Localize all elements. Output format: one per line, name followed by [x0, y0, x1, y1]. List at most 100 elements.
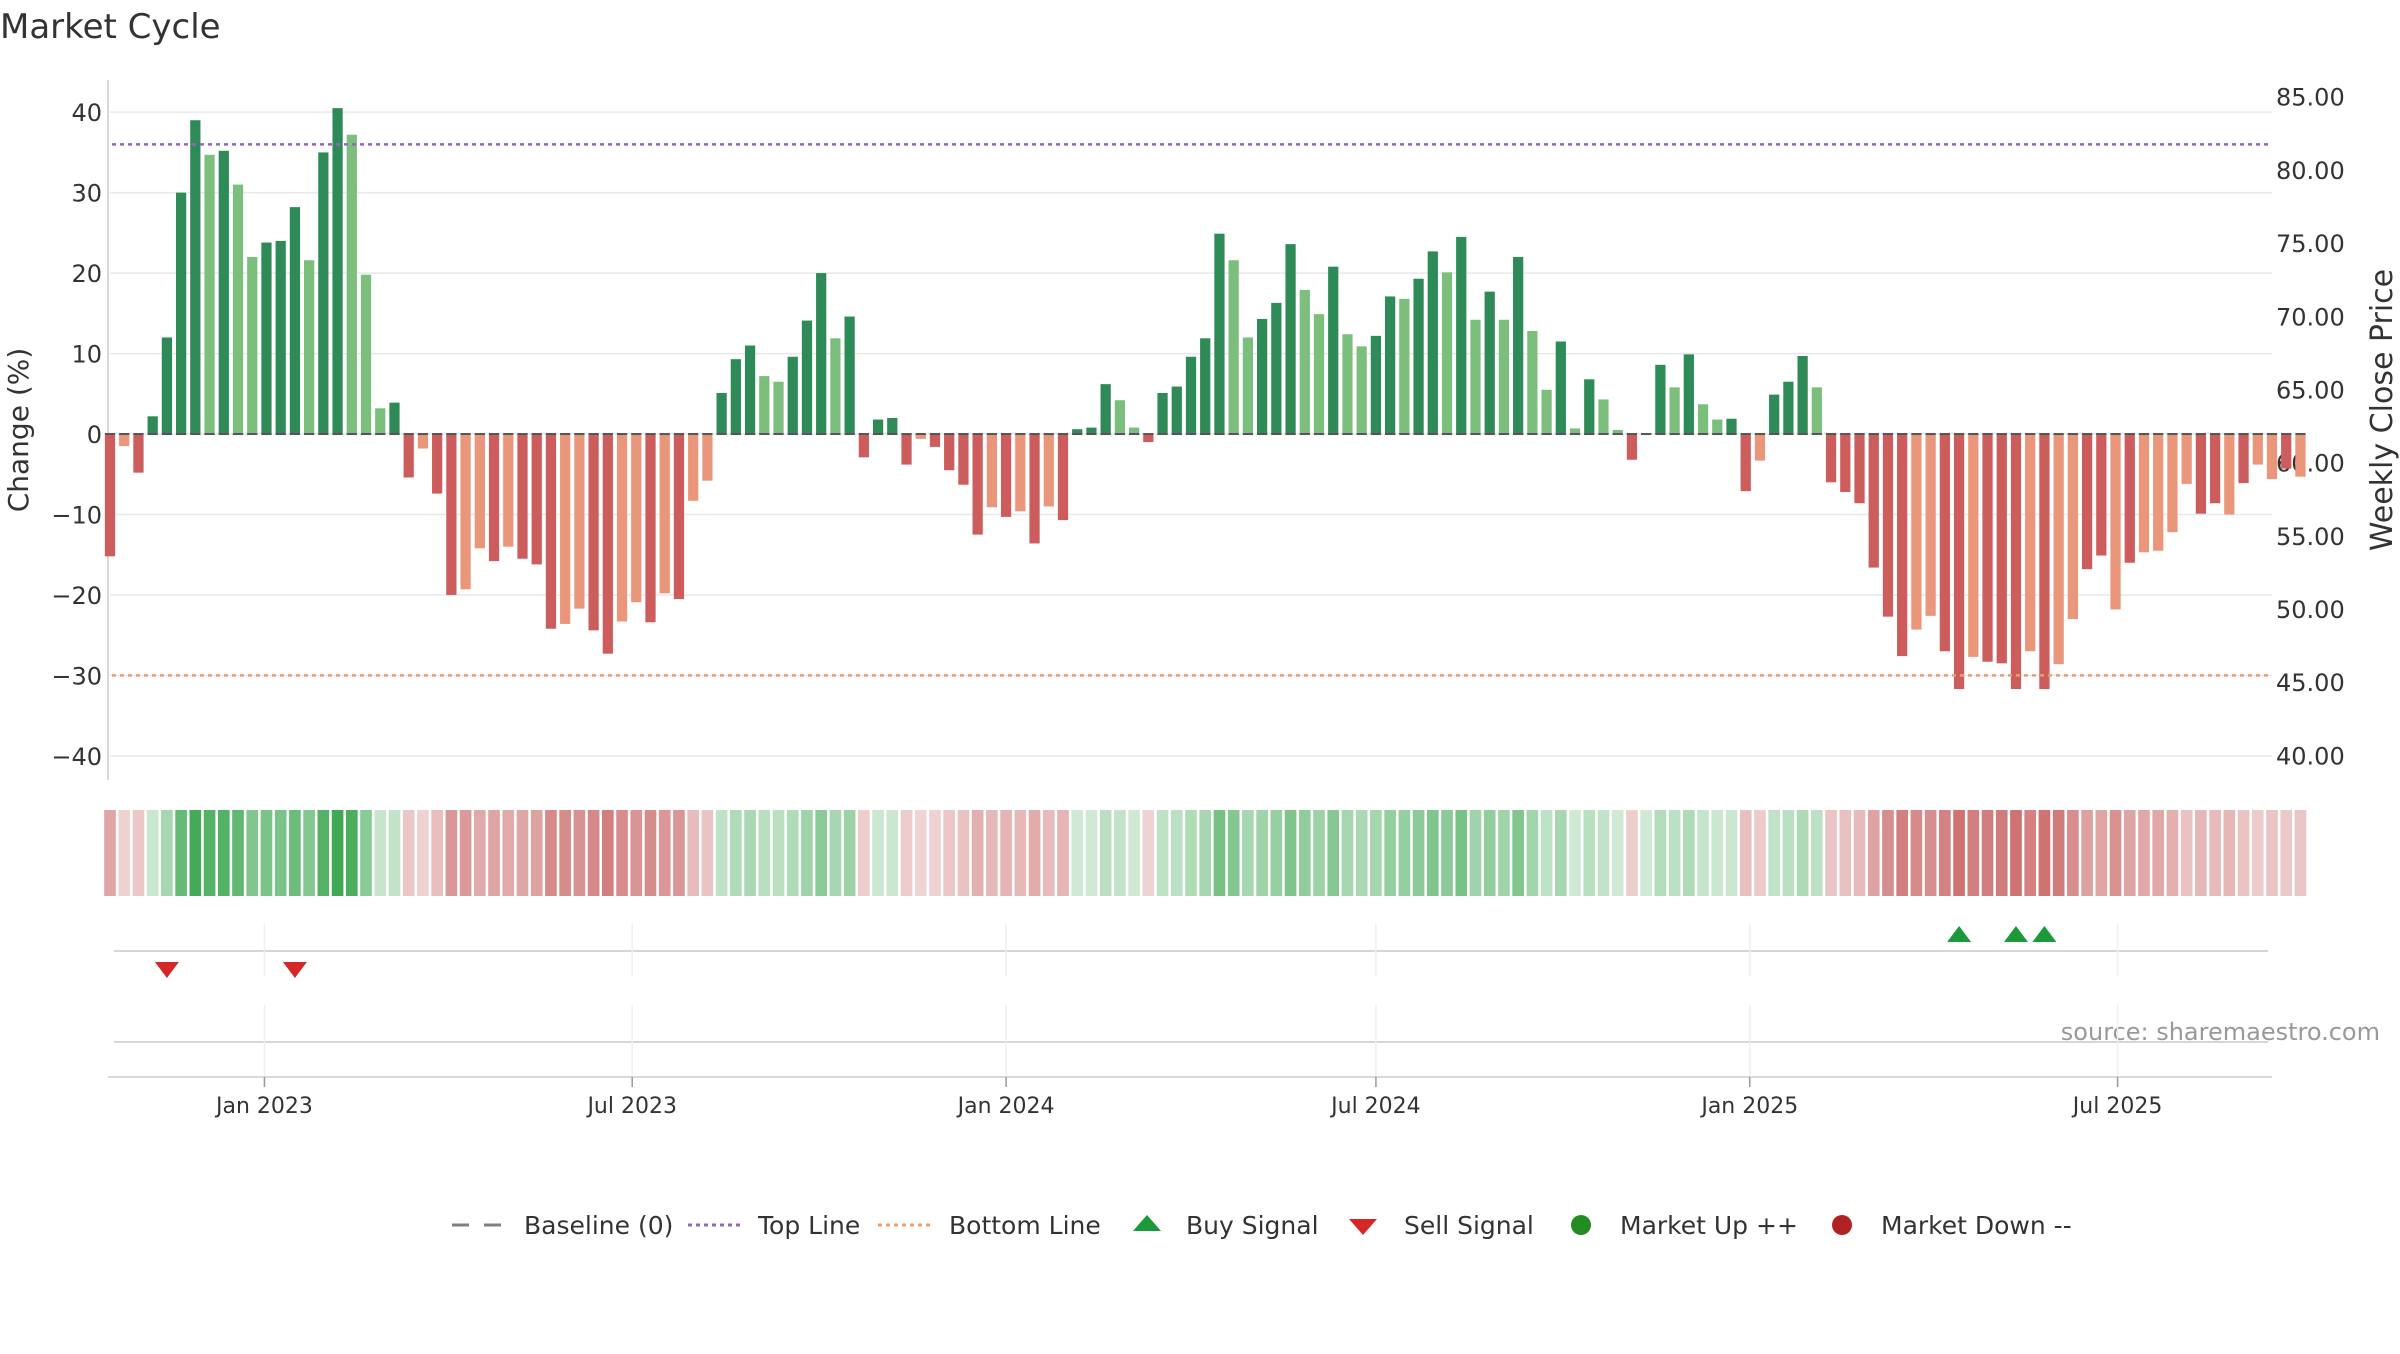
heat-cell: [2180, 810, 2193, 896]
bar: [1086, 427, 1097, 435]
legend-swatch-dot: [1832, 1215, 1852, 1235]
heat-cell: [2138, 810, 2150, 896]
heat-cell: [1099, 810, 1112, 896]
heat-cell: [132, 810, 145, 896]
bar: [1513, 257, 1524, 435]
heat-cell: [260, 810, 273, 896]
bar: [1114, 400, 1126, 435]
bar: [673, 434, 685, 599]
bar: [1939, 434, 1950, 652]
bar: [1854, 434, 1865, 504]
bar: [360, 274, 372, 435]
heat-cell: [815, 810, 828, 896]
heat-cell: [2223, 810, 2236, 896]
heat-cell: [2195, 810, 2207, 896]
bar: [289, 207, 301, 435]
heat-cell: [2024, 810, 2037, 896]
chart-title: Market Cycle: [0, 7, 221, 47]
x-tick-label: Jan 2025: [1699, 1094, 1798, 1119]
bar: [1911, 434, 1922, 630]
heat-cell: [459, 810, 472, 896]
bar: [858, 434, 869, 458]
heat-cell: [232, 810, 244, 896]
bar: [218, 150, 229, 435]
bar: [2209, 434, 2221, 504]
bar: [801, 320, 813, 435]
heat-cell: [1384, 810, 1396, 896]
bar: [1783, 381, 1794, 435]
y-tick-label: −40: [51, 743, 102, 771]
bar: [1385, 296, 1396, 435]
x-tick-label: Jul 2023: [585, 1094, 677, 1119]
bar: [346, 134, 357, 435]
y2-tick-label: 85.00: [2276, 84, 2345, 112]
bar: [602, 434, 613, 654]
bar: [1825, 434, 1837, 483]
y-tick-label: 40: [71, 99, 102, 127]
bar: [332, 108, 343, 435]
heat-cell: [1611, 810, 1624, 896]
heat-cell: [1540, 810, 1553, 896]
heat-cell: [701, 810, 714, 896]
heat-cell: [929, 810, 941, 896]
heat-cell: [1697, 810, 1709, 896]
buy-signal-marker: [1947, 926, 1972, 942]
bar: [1413, 278, 1424, 435]
bar: [2224, 434, 2235, 515]
heat-cell: [801, 810, 813, 896]
heat-cell: [161, 810, 173, 896]
y-tick-label: 10: [71, 341, 102, 369]
bar: [417, 434, 429, 449]
bar: [787, 356, 798, 435]
bar: [2124, 434, 2135, 563]
bar: [1427, 251, 1438, 435]
heat-cell: [1185, 810, 1197, 896]
heat-cell: [1014, 810, 1027, 896]
bar: [2010, 434, 2022, 690]
y2-tick-label: 65.00: [2276, 376, 2345, 404]
heat-cell: [1910, 810, 1923, 896]
heat-cell: [1213, 810, 1226, 896]
heat-cell: [1071, 810, 1084, 896]
heat-cell: [1498, 810, 1510, 896]
bar: [986, 434, 997, 508]
heat-cell: [2067, 810, 2079, 896]
bar: [1029, 434, 1040, 544]
heat-cell: [516, 810, 529, 896]
bar: [773, 381, 784, 435]
bar: [1313, 314, 1325, 435]
legend-label: Baseline (0): [524, 1211, 673, 1240]
bar: [1683, 354, 1694, 435]
heat-cell: [217, 810, 230, 896]
bar: [1157, 392, 1168, 435]
heat-cell: [1042, 810, 1055, 896]
bar: [944, 434, 955, 471]
legend-label: Bottom Line: [949, 1211, 1101, 1240]
bar: [1015, 434, 1026, 512]
y2-tick-label: 45.00: [2276, 669, 2345, 697]
bar: [304, 260, 315, 435]
buy-signal-marker: [2032, 926, 2057, 942]
heat-cell: [1853, 810, 1866, 896]
bar: [1370, 335, 1382, 435]
heat-cell: [2166, 810, 2179, 896]
bar: [204, 154, 215, 435]
bar: [1598, 399, 1609, 435]
bar: [175, 192, 187, 435]
y-axis-label: Change (%): [2, 348, 35, 513]
heat-cell: [1839, 810, 1852, 896]
heat-cell: [1142, 810, 1155, 896]
bar: [1754, 434, 1766, 461]
y-tick-label: 0: [87, 421, 102, 449]
heat-cell: [388, 810, 401, 896]
bar: [1214, 233, 1225, 435]
bar: [1256, 318, 1268, 435]
bar: [1000, 434, 1012, 517]
heat-cell: [431, 810, 443, 896]
heat-cell: [1939, 810, 1951, 896]
heat-cell: [1981, 810, 1994, 896]
heat-cell: [289, 810, 301, 896]
bar: [631, 434, 642, 603]
bar: [1399, 298, 1410, 435]
